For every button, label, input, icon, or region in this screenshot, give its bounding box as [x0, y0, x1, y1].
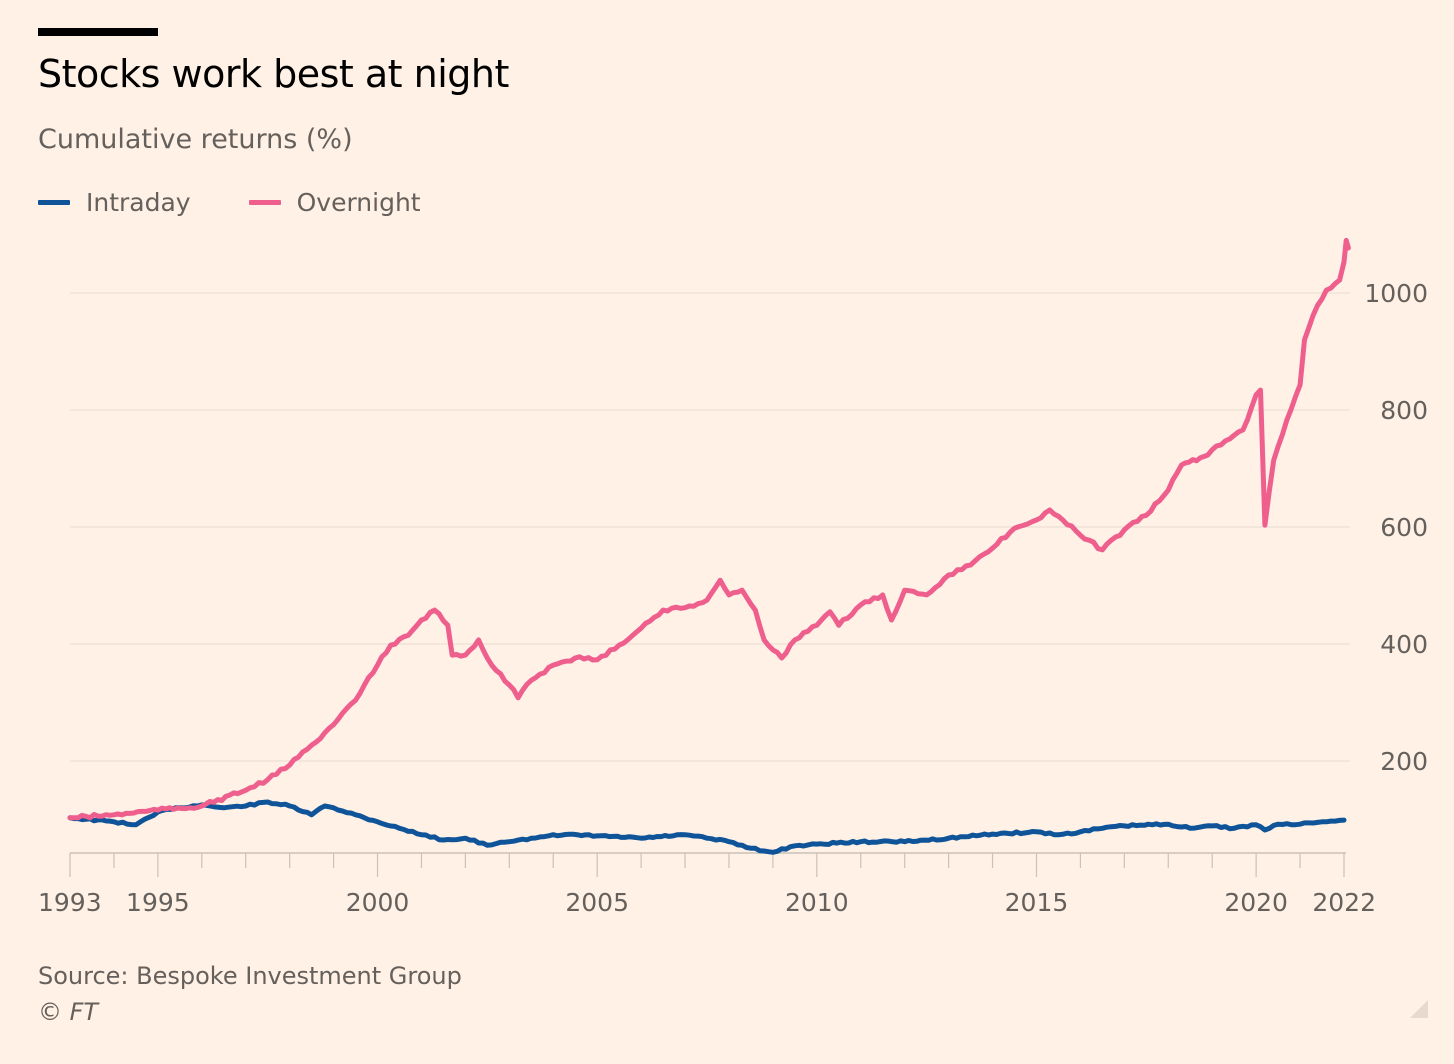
x-tick-label: 2005 [565, 888, 629, 917]
x-tick-label: 1995 [126, 888, 190, 917]
y-tick-label: 800 [1380, 396, 1428, 425]
chart-subtitle: Cumulative returns (%) [38, 124, 353, 155]
legend-item-intraday: Intraday [38, 188, 191, 217]
legend-swatch-overnight [248, 200, 281, 205]
y-tick-label: 1000 [1364, 279, 1428, 308]
legend-swatch-intraday [38, 200, 70, 205]
x-tick-label: 2010 [785, 888, 849, 917]
x-tick-label: 2020 [1224, 888, 1288, 917]
series-line-overnight [67, 237, 1351, 821]
legend-item-overnight: Overnight [248, 188, 421, 217]
y-tick-label: 200 [1380, 747, 1428, 776]
source-note: Source: Bespoke Investment Group [38, 962, 462, 990]
legend-label-intraday: Intraday [86, 188, 191, 217]
copyright: © FT [38, 998, 99, 1026]
y-tick-label: 600 [1380, 513, 1428, 542]
chart-title: Stocks work best at night [38, 52, 509, 96]
x-tick-label: 2015 [1005, 888, 1069, 917]
legend-label-overnight: Overnight [296, 188, 421, 217]
y-tick-label: 400 [1380, 630, 1428, 659]
x-tick-label: 2000 [346, 888, 410, 917]
resize-corner-icon [1410, 1000, 1428, 1018]
series-line-intraday [67, 799, 1347, 855]
title-rule [38, 28, 158, 36]
x-tick-label: 2022 [1312, 888, 1376, 917]
x-tick-label: 1993 [38, 888, 102, 917]
legend: Intraday Overnight [38, 188, 421, 217]
